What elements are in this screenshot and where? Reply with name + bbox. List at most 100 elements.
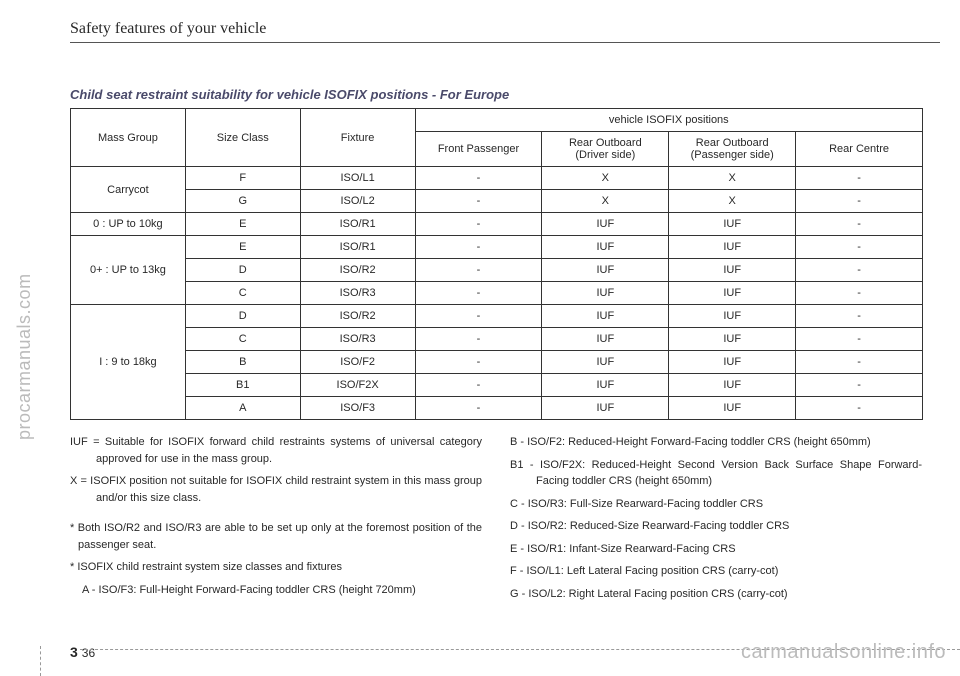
cell: IUF bbox=[542, 374, 669, 397]
cell: ISO/R2 bbox=[300, 259, 415, 282]
cell: - bbox=[415, 397, 542, 420]
note-b: B - ISO/F2: Reduced-Height Forward-Facin… bbox=[510, 434, 922, 451]
page-content: Safety features of your vehicle Child se… bbox=[70, 20, 940, 660]
cell: IUF bbox=[542, 282, 669, 305]
cell: IUF bbox=[542, 351, 669, 374]
cell: - bbox=[415, 167, 542, 190]
chapter-number: 3 bbox=[70, 644, 78, 660]
cell: - bbox=[796, 282, 923, 305]
cell: IUF bbox=[542, 397, 669, 420]
cell: - bbox=[415, 305, 542, 328]
note-e: E - ISO/R1: Infant-Size Rearward-Facing … bbox=[510, 541, 922, 558]
cell: X bbox=[542, 190, 669, 213]
th-mass-group: Mass Group bbox=[71, 109, 186, 167]
cell: IUF bbox=[542, 259, 669, 282]
cell: - bbox=[796, 167, 923, 190]
cell: - bbox=[796, 259, 923, 282]
note-g: G - ISO/L2: Right Lateral Facing positio… bbox=[510, 586, 922, 603]
cell: IUF bbox=[669, 328, 796, 351]
cell: X bbox=[669, 190, 796, 213]
cell: ISO/R1 bbox=[300, 236, 415, 259]
cell: - bbox=[415, 236, 542, 259]
cell: IUF bbox=[542, 305, 669, 328]
table-row: CISO/R3-IUFIUF- bbox=[71, 328, 923, 351]
cell: ISO/F2 bbox=[300, 351, 415, 374]
cell: ISO/R3 bbox=[300, 282, 415, 305]
cell: IUF bbox=[669, 236, 796, 259]
table-row: BISO/F2-IUFIUF- bbox=[71, 351, 923, 374]
header-title: Safety features of your vehicle bbox=[70, 20, 940, 43]
notes-right-column: B - ISO/F2: Reduced-Height Forward-Facin… bbox=[510, 434, 922, 608]
cell: - bbox=[415, 259, 542, 282]
cell: IUF bbox=[542, 328, 669, 351]
dotted-vertical bbox=[40, 646, 41, 676]
note-c: C - ISO/R3: Full-Size Rearward-Facing to… bbox=[510, 496, 922, 513]
note-d: D - ISO/R2: Reduced-Size Rearward-Facing… bbox=[510, 518, 922, 535]
table-row: B1ISO/F2X-IUFIUF- bbox=[71, 374, 923, 397]
th-size-class: Size Class bbox=[185, 109, 300, 167]
cell: - bbox=[415, 190, 542, 213]
isofix-table: Mass Group Size Class Fixture vehicle IS… bbox=[70, 108, 923, 420]
note-iuf: IUF = Suitable for ISOFIX forward child … bbox=[70, 434, 482, 467]
cell: - bbox=[415, 328, 542, 351]
cell: - bbox=[796, 328, 923, 351]
cell: IUF bbox=[669, 213, 796, 236]
cell: E bbox=[185, 236, 300, 259]
cell: - bbox=[796, 236, 923, 259]
cell: ISO/R3 bbox=[300, 328, 415, 351]
cell-group: I : 9 to 18kg bbox=[71, 305, 186, 420]
table-row: I : 9 to 18kgDISO/R2-IUFIUF- bbox=[71, 305, 923, 328]
th-front: Front Passenger bbox=[415, 132, 542, 167]
note-x: X = ISOFIX position not suitable for ISO… bbox=[70, 473, 482, 506]
footer-watermark: carmanualsonline.info bbox=[741, 641, 946, 664]
note-star2: * ISOFIX child restraint system size cla… bbox=[70, 559, 482, 576]
table-row: CISO/R3-IUFIUF- bbox=[71, 282, 923, 305]
cell: C bbox=[185, 328, 300, 351]
notes-left-column: IUF = Suitable for ISOFIX forward child … bbox=[70, 434, 482, 608]
notes-section: IUF = Suitable for ISOFIX forward child … bbox=[70, 434, 940, 608]
note-b1: B1 - ISO/F2X: Reduced-Height Second Vers… bbox=[510, 457, 922, 490]
section-title: Child seat restraint suitability for veh… bbox=[70, 87, 940, 102]
th-rear-centre: Rear Centre bbox=[796, 132, 923, 167]
cell: IUF bbox=[669, 374, 796, 397]
cell: IUF bbox=[542, 213, 669, 236]
cell: - bbox=[415, 351, 542, 374]
table-row: CarrycotFISO/L1-XX- bbox=[71, 167, 923, 190]
side-watermark: procarmanuals.com bbox=[14, 273, 35, 440]
cell: IUF bbox=[542, 236, 669, 259]
th-rear-driver: Rear Outboard(Driver side) bbox=[542, 132, 669, 167]
cell: F bbox=[185, 167, 300, 190]
note-f: F - ISO/L1: Left Lateral Facing position… bbox=[510, 563, 922, 580]
table-row: AISO/F3-IUFIUF- bbox=[71, 397, 923, 420]
cell-group: 0+ : UP to 13kg bbox=[71, 236, 186, 305]
th-rear-passenger: Rear Outboard(Passenger side) bbox=[669, 132, 796, 167]
cell: E bbox=[185, 213, 300, 236]
cell: ISO/L1 bbox=[300, 167, 415, 190]
table-row: GISO/L2-XX- bbox=[71, 190, 923, 213]
cell: IUF bbox=[669, 305, 796, 328]
cell: C bbox=[185, 282, 300, 305]
cell: D bbox=[185, 259, 300, 282]
cell: ISO/R1 bbox=[300, 213, 415, 236]
cell: IUF bbox=[669, 282, 796, 305]
cell: ISO/F2X bbox=[300, 374, 415, 397]
cell: - bbox=[415, 282, 542, 305]
cell: - bbox=[796, 305, 923, 328]
page-number: 336 bbox=[70, 644, 95, 660]
cell: - bbox=[796, 374, 923, 397]
cell: - bbox=[796, 397, 923, 420]
table-row: 0+ : UP to 13kgEISO/R1-IUFIUF- bbox=[71, 236, 923, 259]
cell: A bbox=[185, 397, 300, 420]
cell: G bbox=[185, 190, 300, 213]
th-fixture: Fixture bbox=[300, 109, 415, 167]
table-row: 0 : UP to 10kgEISO/R1-IUFIUF- bbox=[71, 213, 923, 236]
cell: - bbox=[415, 213, 542, 236]
note-a: A - ISO/F3: Full-Height Forward-Facing t… bbox=[70, 582, 482, 599]
cell: IUF bbox=[669, 397, 796, 420]
cell: IUF bbox=[669, 351, 796, 374]
cell: - bbox=[796, 351, 923, 374]
cell: X bbox=[542, 167, 669, 190]
cell: ISO/F3 bbox=[300, 397, 415, 420]
th-positions: vehicle ISOFIX positions bbox=[415, 109, 922, 132]
cell: X bbox=[669, 167, 796, 190]
